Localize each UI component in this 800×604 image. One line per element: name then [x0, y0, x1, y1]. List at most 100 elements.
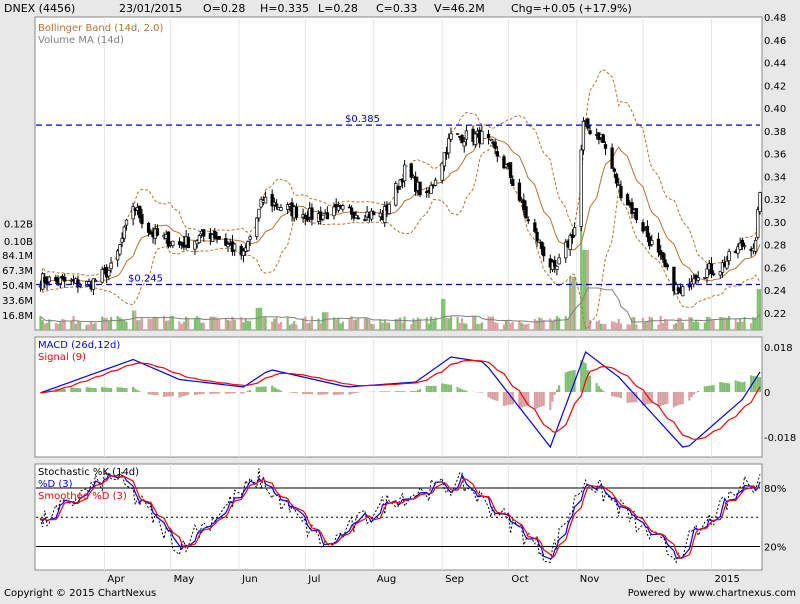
macd-histogram-bar [381, 391, 383, 392]
volume-bar [258, 308, 260, 330]
macd-histogram-bar [465, 391, 467, 392]
volume-bar [443, 299, 445, 330]
volume-tick-label: 67.3M [2, 266, 33, 277]
volume-bar [646, 321, 648, 330]
volume-bar [604, 324, 606, 330]
volume-bar [695, 321, 697, 330]
x-tick-label: Jun [241, 574, 258, 585]
candle-body [518, 183, 521, 200]
macd-histogram-bar [92, 388, 94, 392]
macd-histogram-bar [620, 392, 622, 398]
volume-bar [194, 318, 196, 330]
macd-histogram-bar [589, 376, 591, 392]
candle-body [94, 280, 97, 281]
candle-body [326, 213, 329, 219]
macd-histogram-bar [264, 386, 266, 392]
candle-body [342, 206, 345, 210]
volume-bar [77, 321, 79, 330]
candle-body [580, 150, 583, 226]
candle-body [410, 164, 413, 178]
volume-bar [234, 320, 236, 330]
macd-histogram-bar [626, 392, 628, 403]
macd-histogram-bar [417, 390, 419, 392]
macd-histogram-bar [163, 392, 165, 397]
volume-bar [95, 323, 97, 330]
ticker-label: DNEX (4456) [4, 2, 75, 15]
volume-bar [86, 325, 88, 330]
volume-bar [660, 316, 662, 330]
macd-histogram-bar [198, 392, 200, 394]
candle-body [110, 263, 113, 269]
signal-legend: Signal (9) [38, 352, 86, 363]
volume-bar [225, 318, 227, 330]
volume-tick-label: 0.10B [4, 237, 33, 248]
macd-histogram-bar [457, 387, 459, 392]
macd-histogram-bar [432, 386, 434, 392]
macd-histogram-bar [152, 392, 154, 395]
macd-histogram-bar [185, 392, 187, 395]
volume-bar [61, 319, 63, 330]
volume-bar [125, 322, 127, 330]
macd-histogram-bar [227, 392, 229, 394]
stochastic-tick-label: 80% [764, 484, 786, 495]
macd-histogram-bar [291, 392, 293, 393]
macd-histogram-bar [445, 384, 447, 392]
macd-histogram-bar [666, 392, 668, 404]
volume-bar [404, 317, 406, 330]
volume-bar [450, 317, 452, 330]
volume-bar [598, 320, 600, 330]
stoch-d-legend: %D (3) [38, 479, 73, 490]
date-label: 23/01/2015 [119, 2, 182, 15]
macd-histogram-bar [448, 385, 450, 392]
macd-histogram-bar [598, 386, 600, 392]
volume-bar [260, 308, 262, 330]
volume-bar [357, 318, 359, 330]
volume-bar [708, 317, 710, 330]
macd-histogram-bar [419, 389, 421, 392]
candle-body [79, 285, 82, 286]
volume-ma-legend: Volume MA (14d) [38, 35, 124, 46]
macd-histogram-bar [690, 392, 692, 397]
candle-body [357, 218, 360, 219]
macd-histogram-bar [154, 392, 156, 395]
volume-bar [178, 321, 180, 330]
volume-bar [690, 317, 692, 330]
candle-body [306, 217, 309, 220]
macd-histogram-bar [326, 392, 328, 394]
volume-bar [366, 318, 368, 330]
candle-body [712, 274, 715, 275]
volume-bar [626, 324, 628, 330]
macd-histogram-bar [739, 382, 741, 392]
candle-body [108, 270, 111, 276]
candle-body [172, 241, 175, 245]
volume-bar [412, 319, 414, 330]
volume-bar [428, 324, 430, 330]
candle-body [489, 139, 492, 140]
volume-tick-label: 0.12B [4, 219, 33, 230]
volume-bar [198, 318, 200, 330]
powered-by-label[interactable]: Powered by www.chartnexus.com [628, 588, 796, 599]
macd-histogram-bar [538, 392, 540, 407]
macd-histogram-bar [167, 392, 169, 396]
macd-histogram-bar [293, 392, 295, 393]
volume-bar [39, 316, 41, 330]
volume-bar [276, 317, 278, 330]
volume-bar [384, 320, 386, 330]
volume-bar [417, 318, 419, 330]
volume-bar [644, 322, 646, 330]
volume-bar [348, 318, 350, 330]
volume-bar [567, 318, 569, 330]
candle-body [706, 269, 709, 278]
candle-body [249, 237, 252, 239]
volume-bar [492, 316, 494, 330]
macd-histogram-bar [225, 392, 227, 394]
volume-bar [134, 310, 136, 330]
macd-tick-label: 0 [764, 388, 770, 399]
macd-histogram-bar [611, 392, 613, 396]
macd-histogram-bar [556, 390, 558, 392]
macd-histogram-bar [724, 383, 726, 392]
volume-bar [132, 310, 134, 330]
macd-histogram-bar [106, 388, 108, 392]
candle-body [419, 182, 422, 195]
macd-histogram-bar [505, 392, 507, 405]
